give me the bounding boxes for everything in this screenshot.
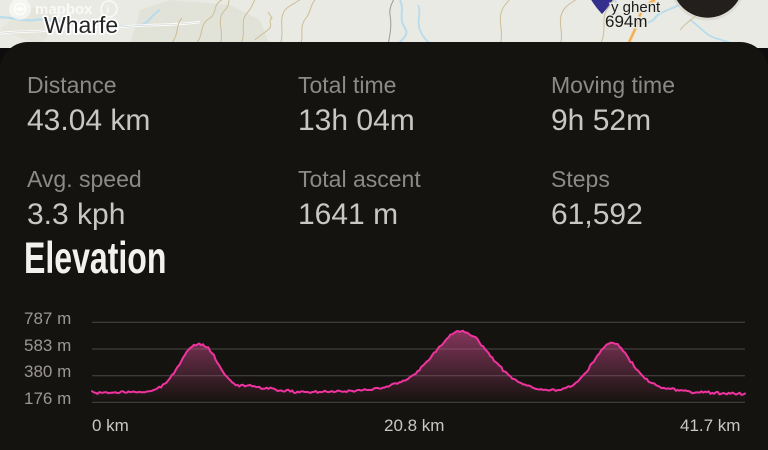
- svg-text:694m: 694m: [605, 12, 648, 31]
- svg-text:Wharfe: Wharfe: [44, 12, 118, 38]
